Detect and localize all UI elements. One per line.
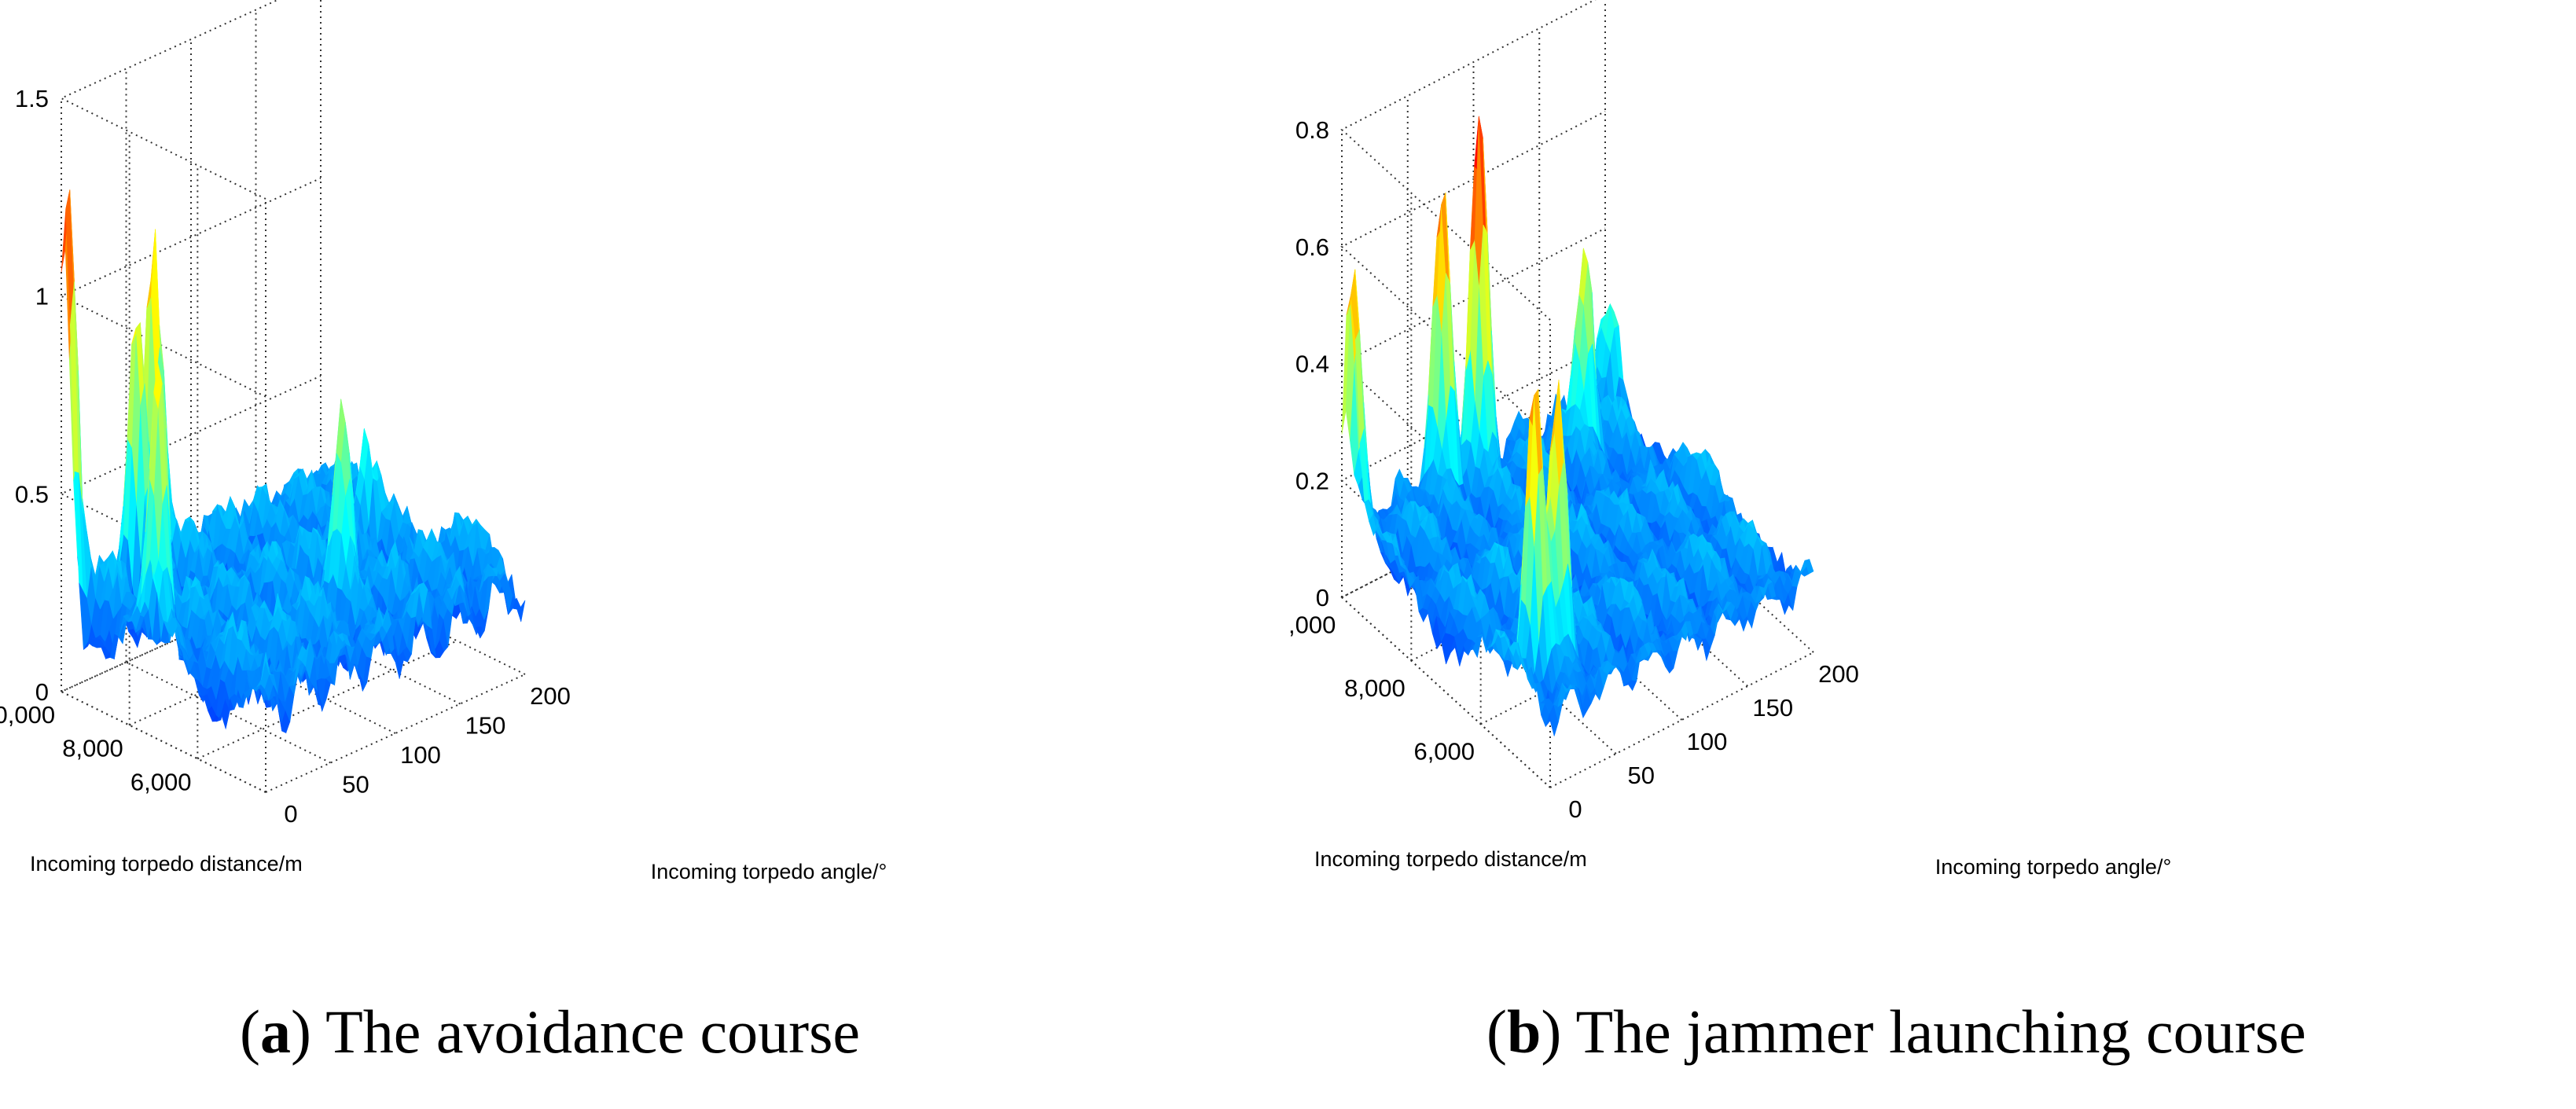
y-tick-label: 8,000 [62, 735, 123, 762]
y-tick-label: 10,000 [0, 701, 55, 729]
z-tick-label: 0.5 [15, 480, 49, 508]
x-tick-label: 200 [530, 682, 571, 710]
surface-patch [516, 598, 526, 622]
grid-line [197, 640, 458, 760]
x-tick-label: 0 [284, 800, 297, 828]
axis-ticks: 0 0.5 1 1.5 0 50 100 150 200 6,000 8,000 10,000 [0, 85, 571, 828]
z-tick-label: 0 [35, 678, 49, 706]
grid-line [59, 177, 322, 398]
chart-panel-b: 00.20.40.60.80501001502006,0008,00010,00… [1288, 0, 2576, 1109]
caption-a-letter: a [259, 997, 291, 1066]
x-tick-label: 100 [400, 741, 441, 769]
axis-labels: Defense platform avoidance course/°Incom… [30, 852, 887, 883]
z-tick-label: 1.5 [15, 85, 49, 112]
x-axis-label: Incoming torpedo angle/° [651, 860, 887, 883]
caption-a-text: The avoidance course [325, 997, 861, 1066]
caption-a: (a) The avoidance course [240, 997, 861, 1066]
surface-mesh [1341, 116, 1814, 736]
surface-chart-a: 0 0.5 1 1.5 0 50 100 150 200 6,000 8,000 10,000 Defe… [0, 0, 887, 883]
x-tick-label: 150 [465, 712, 506, 740]
z-tick-label: 1 [35, 283, 49, 310]
surface-mesh [61, 189, 526, 734]
surface-chart-b: 00.20.40.60.80501001502006,0008,00010,00… [1288, 0, 2171, 879]
grid-line [265, 674, 526, 793]
y-tick-label: 6,000 [130, 768, 192, 795]
y-axis-label: Incoming torpedo distance/m [30, 852, 303, 876]
chart-panel-a: 0 0.5 1 1.5 0 50 100 150 200 6,000 8,000 10,000 Defe… [0, 0, 887, 1066]
x-tick-label: 50 [342, 771, 369, 799]
